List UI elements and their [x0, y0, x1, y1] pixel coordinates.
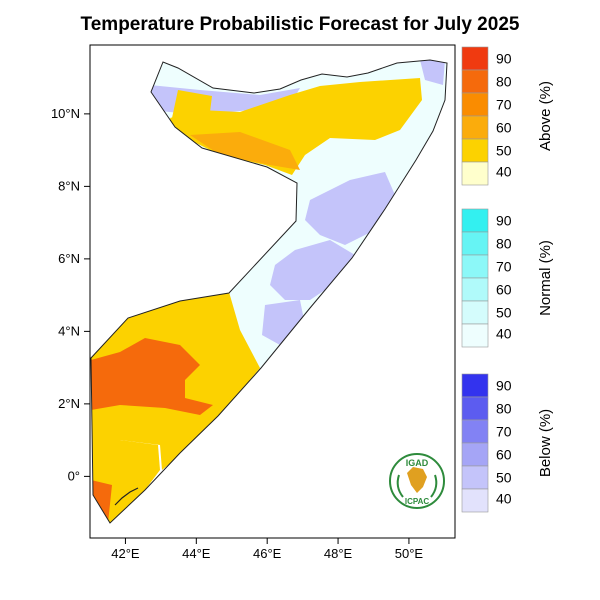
legend-level-label: 40 [496, 491, 512, 507]
legend-swatch [461, 231, 489, 256]
legend-level-label: 60 [496, 282, 512, 298]
legend-swatch [461, 442, 489, 467]
legend-level-label: 70 [496, 97, 512, 113]
legend-swatch [461, 419, 489, 444]
legend-swatch [461, 161, 489, 186]
legend-level-label: 50 [496, 143, 512, 159]
legend-level-label: 60 [496, 120, 512, 136]
legend-swatch [461, 69, 489, 94]
legend-level-label: 90 [496, 51, 512, 67]
x-tick-label: 48°E [324, 546, 353, 561]
region-northern-above-core [190, 132, 300, 170]
region-northern-above-patch [172, 90, 212, 118]
logo-top-text: IGAD [406, 458, 429, 468]
logo-map-shape [407, 467, 427, 493]
legend-level-label: 80 [496, 401, 512, 417]
logo-leaf-left [396, 474, 404, 498]
legend-swatch [461, 277, 489, 302]
region-central-below-3 [262, 300, 305, 345]
region-northeast-tip-below [420, 60, 445, 85]
legend-swatch [461, 323, 489, 348]
legend-level-label: 80 [496, 74, 512, 90]
legend-level-label: 90 [496, 213, 512, 229]
somalia-outline [90, 59, 448, 524]
legend-swatch [461, 396, 489, 421]
y-tick-label: 4°N [58, 323, 80, 338]
legend-normal: 90 80 70 60 50 40 Normal (%) [461, 208, 554, 348]
x-tick-label: 50°E [395, 546, 424, 561]
y-tick-label: 8°N [58, 178, 80, 193]
legend-level-label: 50 [496, 305, 512, 321]
legend-group: 90 80 70 60 50 40 Above (%) 90 80 70 60 50 40 Normal … [461, 46, 554, 513]
legend-level-label: 40 [496, 164, 512, 180]
logo-leaf-right [430, 474, 438, 498]
logo-bottom-text: ICPAC [405, 497, 430, 506]
igad-icpac-logo: IGAD ICPAC [389, 453, 445, 509]
legend-level-label: 70 [496, 424, 512, 440]
legend-above: 90 80 70 60 50 40 Above (%) [461, 46, 554, 186]
legend-level-label: 90 [496, 378, 512, 394]
y-tick-label: 10°N [51, 106, 80, 121]
x-tick-label: 44°E [182, 546, 211, 561]
legend-swatch [461, 373, 489, 398]
region-southwest-above-core [91, 338, 213, 415]
map-title: Temperature Probabilistic Forecast for J… [80, 14, 520, 35]
legend-level-label: 60 [496, 447, 512, 463]
legend-swatch [461, 92, 489, 117]
y-tick-label: 6°N [58, 251, 80, 266]
region-far-south-above-core [91, 480, 112, 523]
legend-level-label: 80 [496, 236, 512, 252]
legend-title: Above (%) [537, 81, 554, 151]
legend-title: Below (%) [537, 409, 554, 477]
y-tick-label: 2°N [58, 396, 80, 411]
y-axis: 10°N 8°N 6°N 4°N 2°N 0° [51, 106, 90, 483]
legend-level-label: 50 [496, 470, 512, 486]
legend-swatch [461, 300, 489, 325]
legend-below: 90 80 70 60 50 40 Below (%) [461, 373, 554, 513]
legend-swatch [461, 254, 489, 279]
legend-swatch [461, 115, 489, 140]
legend-title: Normal (%) [537, 240, 554, 316]
region-central-below-2 [270, 240, 355, 300]
legend-swatch [461, 208, 489, 233]
legend-swatch [461, 488, 489, 513]
legend-swatch [461, 138, 489, 163]
y-tick-label: 0° [68, 468, 80, 483]
legend-level-label: 70 [496, 259, 512, 275]
legend-swatch [461, 465, 489, 490]
x-tick-label: 42°E [111, 546, 140, 561]
southern-coast-islands [114, 487, 139, 506]
x-axis: 42°E 44°E 46°E 48°E 50°E [111, 538, 423, 561]
x-tick-label: 46°E [253, 546, 282, 561]
legend-level-label: 40 [496, 326, 512, 342]
legend-swatch [461, 46, 489, 71]
